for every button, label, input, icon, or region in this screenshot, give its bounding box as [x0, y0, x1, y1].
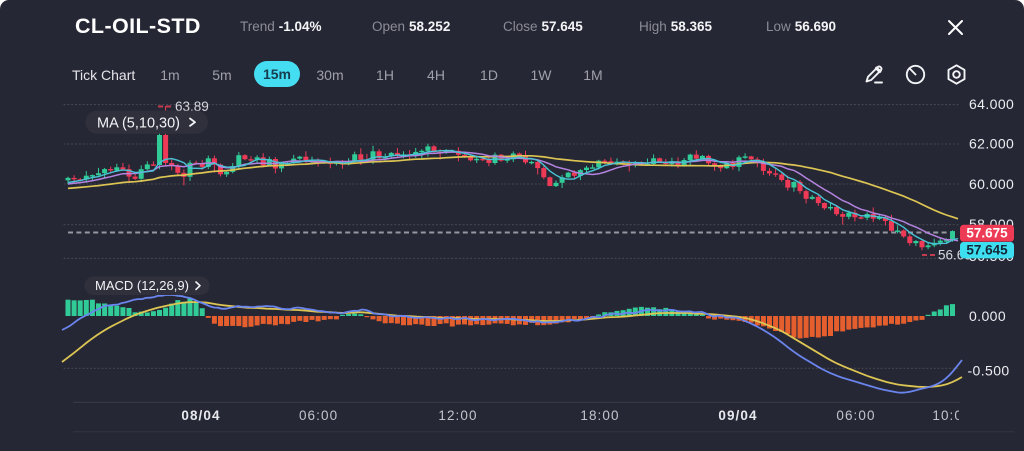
svg-text:57.645: 57.645 — [966, 242, 1008, 257]
svg-text:64.000: 64.000 — [969, 96, 1014, 112]
svg-text:MACD (12,26,9): MACD (12,26,9) — [95, 278, 189, 293]
svg-text:60.000: 60.000 — [969, 176, 1014, 192]
svg-text:06:00: 06:00 — [299, 408, 338, 423]
svg-text:08/04: 08/04 — [181, 408, 220, 423]
svg-text:63.89: 63.89 — [175, 99, 209, 114]
svg-text:MA (5,10,30): MA (5,10,30) — [97, 116, 180, 132]
svg-text:18:00: 18:00 — [580, 408, 619, 423]
svg-text:06:00: 06:00 — [836, 408, 875, 423]
svg-text:09/04: 09/04 — [718, 408, 757, 423]
svg-text:10:00: 10:00 — [932, 408, 971, 423]
svg-text:-0.500: -0.500 — [968, 363, 1010, 379]
svg-text:0.000: 0.000 — [969, 308, 1006, 324]
svg-text:57.675: 57.675 — [966, 225, 1008, 240]
svg-text:12:00: 12:00 — [438, 408, 477, 423]
svg-text:62.000: 62.000 — [969, 136, 1014, 152]
